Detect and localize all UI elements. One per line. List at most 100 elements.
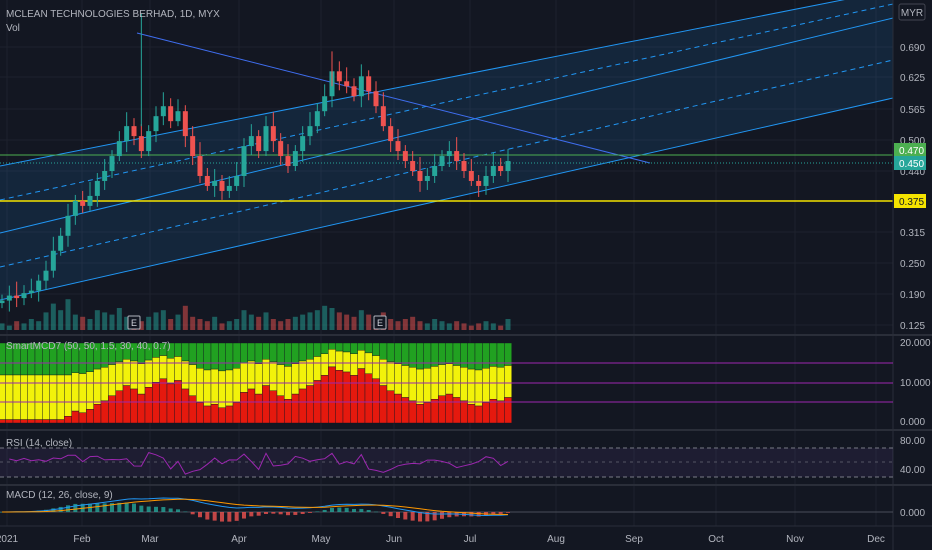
smartmacd-bar bbox=[357, 342, 366, 351]
candle-body bbox=[197, 156, 203, 176]
macd-histogram-bar bbox=[491, 512, 496, 515]
macd-histogram-bar bbox=[212, 512, 217, 521]
time-tick: Jun bbox=[386, 534, 402, 545]
event-marker[interactable]: E bbox=[127, 315, 141, 330]
candle-body bbox=[366, 76, 372, 92]
time-axis[interactable]: 2021 Feb Mar Apr May Jun Jul Aug Sep Oct Nov Dec bbox=[0, 534, 885, 545]
candle-body bbox=[424, 175, 430, 181]
volume-bar bbox=[322, 305, 328, 330]
smartmacd-bar bbox=[489, 399, 498, 424]
volume-bar bbox=[102, 312, 108, 330]
candle-body bbox=[256, 136, 262, 152]
volume-bar bbox=[109, 314, 115, 330]
smartmacd-bar bbox=[159, 378, 168, 424]
volume-bar bbox=[498, 325, 504, 330]
volume-bar bbox=[43, 312, 49, 330]
smartmacd-bar bbox=[423, 342, 432, 369]
macd-histogram-bar bbox=[506, 512, 510, 513]
macd-histogram-bar bbox=[337, 507, 342, 512]
indicator-tick: 0.000 bbox=[900, 508, 925, 519]
volume-bar bbox=[454, 321, 460, 330]
channel-fill bbox=[0, 0, 893, 300]
macd-histogram-bar bbox=[381, 512, 386, 514]
smartmacd-bar bbox=[372, 355, 380, 380]
event-marker[interactable]: E bbox=[373, 315, 387, 330]
macd-histogram-bar bbox=[220, 512, 224, 522]
smartmacd-bar bbox=[122, 385, 131, 424]
downtrend-line[interactable] bbox=[136, 32, 651, 164]
smartmacd-bar bbox=[474, 369, 483, 407]
volume-label: Vol bbox=[6, 23, 20, 34]
event-marker-label: E bbox=[377, 318, 383, 328]
smartmacd-bar bbox=[218, 342, 226, 372]
smartmacd-bar bbox=[276, 342, 285, 365]
smartmacd-bar bbox=[416, 404, 424, 424]
macd-histogram-bar bbox=[242, 512, 246, 519]
volume-bar bbox=[285, 319, 291, 330]
smartmacd-bar bbox=[269, 342, 278, 363]
smartmacd-bar bbox=[93, 368, 102, 405]
channel-middle-line[interactable] bbox=[0, 17, 894, 234]
volume-bar bbox=[28, 319, 34, 330]
smartmacd-bar bbox=[269, 390, 278, 424]
macd-histogram-bar bbox=[110, 503, 114, 512]
candle-body bbox=[80, 200, 86, 206]
macd-histogram-bar bbox=[146, 506, 151, 512]
smartmacd-bar bbox=[78, 373, 87, 414]
candle-body bbox=[388, 126, 394, 142]
smartmacd-bar bbox=[379, 385, 388, 424]
smartmacd-bar bbox=[474, 405, 483, 424]
candle-body bbox=[336, 71, 342, 82]
candle-body bbox=[28, 290, 34, 294]
smartmacd-bar bbox=[196, 402, 204, 424]
smartmacd-bar bbox=[401, 365, 410, 398]
smartmacd-bar bbox=[445, 393, 454, 424]
macd-histogram-bar bbox=[249, 512, 254, 517]
smartmacd-bar bbox=[188, 364, 197, 397]
macd-histogram-bar bbox=[102, 503, 107, 512]
volume-bar bbox=[468, 325, 474, 330]
candle-body bbox=[402, 151, 408, 162]
smartmacd-bar bbox=[386, 361, 395, 391]
smartmacd-bar bbox=[247, 388, 256, 424]
smartmacd-bar bbox=[71, 410, 80, 424]
smartmacd-bar bbox=[482, 342, 490, 369]
smartmacd-bar bbox=[210, 404, 219, 424]
smartmacd-bar bbox=[335, 350, 344, 371]
smartmacd-bar bbox=[328, 342, 336, 350]
volume-bar bbox=[0, 323, 5, 330]
smartmacd-bar bbox=[203, 369, 212, 407]
smartmacd-bar bbox=[504, 342, 512, 366]
smartmacd-bar bbox=[350, 342, 358, 355]
currency-badge[interactable] bbox=[898, 3, 926, 21]
candle-body bbox=[483, 175, 489, 186]
smartmacd-bar bbox=[438, 395, 446, 424]
macd-histogram-bar bbox=[330, 507, 334, 512]
macd-histogram-bar bbox=[322, 509, 327, 512]
smartmacd-bar bbox=[335, 370, 344, 424]
channel-lower-line[interactable] bbox=[0, 97, 894, 301]
smartmacd-bar bbox=[20, 419, 28, 424]
indicator-tick: 80.00 bbox=[900, 436, 925, 447]
volume-bar bbox=[146, 316, 152, 330]
smartmacd-bar bbox=[416, 342, 424, 370]
time-tick: Jul bbox=[464, 534, 477, 545]
candle-body bbox=[461, 161, 467, 171]
candle-body bbox=[300, 136, 306, 152]
volume-bar bbox=[65, 299, 71, 330]
smartmacd-bar bbox=[203, 405, 212, 424]
volume-bar bbox=[432, 319, 438, 330]
macd-histogram-bar bbox=[293, 512, 298, 515]
macd-histogram-bar bbox=[168, 508, 173, 512]
macd-histogram-bar bbox=[95, 503, 100, 512]
candle-body bbox=[292, 151, 298, 167]
candle-body bbox=[454, 151, 460, 162]
smartmacd-bar bbox=[313, 356, 322, 381]
smartmacd-bar bbox=[188, 342, 197, 365]
smartmacd-bar bbox=[460, 367, 468, 402]
price-tick: 0.125 bbox=[900, 321, 925, 332]
candle-body bbox=[43, 270, 49, 281]
smartmacd-bar bbox=[306, 385, 314, 424]
smartmacd-bar bbox=[328, 366, 336, 424]
